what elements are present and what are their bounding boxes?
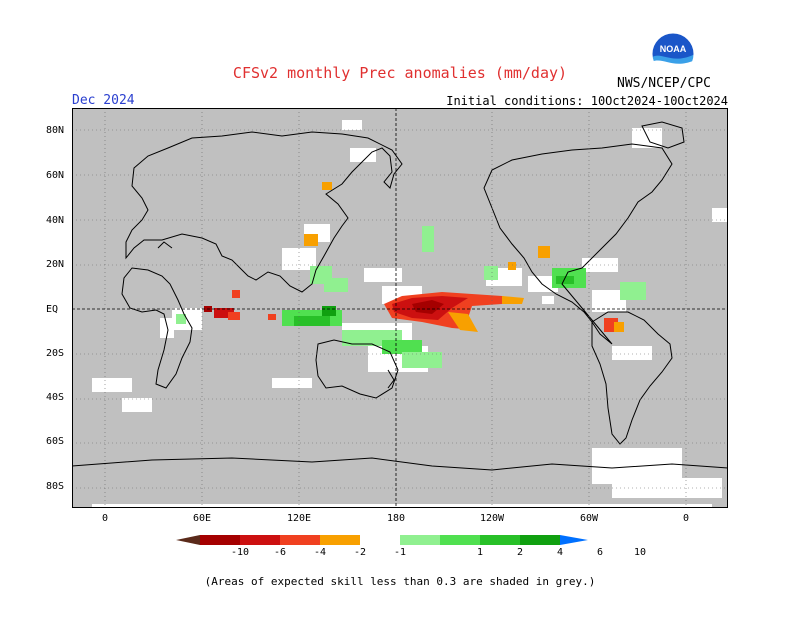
legend-swatch: [360, 535, 400, 545]
initial-conditions-label: Initial conditions: 10Oct2024-10Oct2024: [446, 94, 728, 108]
legend-tick-label: -6: [273, 547, 287, 558]
africa-outline: [121, 267, 193, 389]
valid-month-label: Dec 2024: [72, 93, 135, 108]
legend-swatch: [320, 535, 360, 545]
latitude-label: 80N: [46, 125, 65, 136]
noaa-logo: NOAA: [651, 32, 695, 76]
mediterranean-outline: [157, 241, 173, 249]
latitude-label: 60N: [46, 170, 65, 181]
longitude-label: 0: [101, 513, 109, 524]
legend-tick-label: -10: [230, 547, 250, 558]
legend-swatch: [400, 535, 440, 545]
legend-swatch: [240, 535, 280, 545]
longitude-label: 60E: [192, 513, 212, 524]
agency-label: NWS/NCEP/CPC: [617, 76, 711, 91]
latitude-label: 20S: [46, 348, 65, 359]
legend-swatch: [440, 535, 480, 545]
latitude-label: 40N: [46, 215, 65, 226]
longitude-label: 60W: [579, 513, 599, 524]
latitude-label: 60S: [46, 436, 65, 447]
eurasia-outline: [125, 131, 403, 293]
legend-tick-label: 4: [556, 547, 564, 558]
longitude-label: 120W: [479, 513, 505, 524]
south-america-outline: [591, 311, 673, 445]
australia-outline: [315, 339, 399, 399]
legend-swatch: [520, 535, 560, 545]
legend-tick-label: 10: [633, 547, 647, 558]
legend-tick-label: 2: [516, 547, 524, 558]
north-america-outline: [483, 143, 673, 345]
latitude-label: 20N: [46, 259, 65, 270]
latitude-label: 80S: [46, 481, 65, 492]
legend-arrow-high: [560, 535, 588, 545]
color-legend: [176, 535, 588, 545]
longitude-label: 0: [682, 513, 690, 524]
legend-tick-label: 6: [596, 547, 604, 558]
reference-lines: [72, 108, 728, 508]
new-zealand-outline: [387, 369, 395, 389]
legend-tick-label: 1: [476, 547, 484, 558]
grid-lines: [72, 108, 728, 508]
negative-anomaly-patches: [204, 182, 624, 332]
greenland-outline: [641, 121, 685, 149]
noaa-logo-text: NOAA: [660, 44, 687, 54]
legend-swatch: [280, 535, 320, 545]
legend-tick-label: -4: [313, 547, 327, 558]
chart-title: CFSv2 monthly Prec anomalies (mm/day): [232, 64, 568, 82]
legend-tick-label: -1: [393, 547, 407, 558]
precip-anomaly-map: [72, 108, 728, 508]
skill-footnote: (Areas of expected skill less than 0.3 a…: [204, 575, 596, 588]
map-frame: [72, 108, 728, 508]
latitude-label: 40S: [46, 392, 65, 403]
coastline-outlines: [72, 121, 728, 471]
latitude-label: EQ: [46, 304, 59, 315]
legend-arrow-low: [176, 535, 200, 545]
longitude-label: 180: [386, 513, 406, 524]
legend-tick-label: -2: [353, 547, 367, 558]
longitude-label: 120E: [286, 513, 312, 524]
white-low-skill-gaps: [92, 120, 728, 508]
antarctica-outline: [72, 457, 728, 471]
legend-swatch: [480, 535, 520, 545]
legend-swatch: [200, 535, 240, 545]
